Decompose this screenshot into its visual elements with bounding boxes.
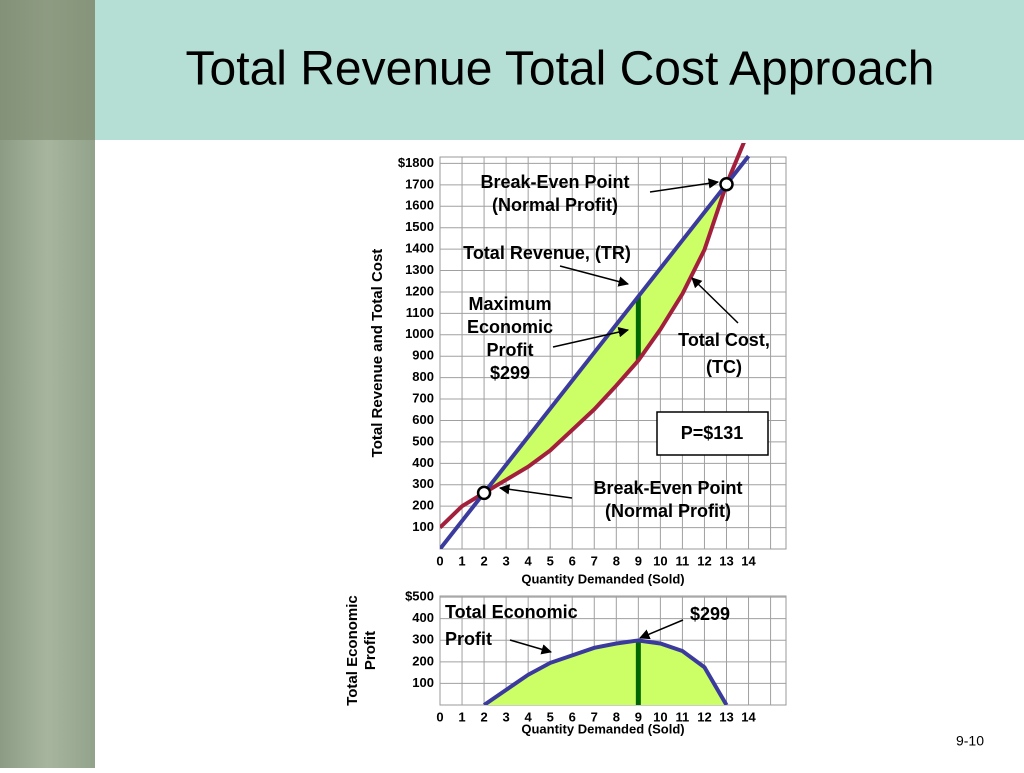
x-tick-label: 7 xyxy=(591,553,598,568)
y-axis-label: Total Revenue and Total Cost xyxy=(369,249,386,458)
annotation-arrow xyxy=(649,178,720,193)
y-axis-label: Total Economic xyxy=(344,595,361,706)
y-tick-label: 100 xyxy=(412,519,434,534)
x-tick-label: 3 xyxy=(502,553,509,568)
x-tick-label: 1 xyxy=(458,553,465,568)
y-tick-label: 200 xyxy=(412,498,434,513)
series-line xyxy=(440,154,751,549)
y-tick-label: 400 xyxy=(412,610,434,625)
annotation-arrow xyxy=(509,639,553,655)
x-tick-label: 5 xyxy=(547,709,554,724)
y-tick-label: 1000 xyxy=(405,326,434,341)
x-tick-label: 12 xyxy=(697,553,711,568)
annotation-arrow xyxy=(691,277,739,324)
y-tick-label: 1200 xyxy=(405,283,434,298)
y-tick-label: 1700 xyxy=(405,176,434,191)
y-tick-label: 100 xyxy=(412,675,434,690)
annotation-text: $299 xyxy=(690,604,730,624)
x-tick-label: 12 xyxy=(697,709,711,724)
x-tick-label: 13 xyxy=(719,709,733,724)
annotation-arrow xyxy=(552,326,630,348)
y-tick-label: 300 xyxy=(412,632,434,647)
y-tick-label: 900 xyxy=(412,348,434,363)
annotation-arrow xyxy=(559,265,630,287)
x-tick-label: 6 xyxy=(569,709,576,724)
x-tick-label: 9 xyxy=(635,553,642,568)
series-line xyxy=(482,638,729,705)
annotation-text: Profit xyxy=(445,629,492,649)
annotation-text: (Normal Profit) xyxy=(492,195,618,215)
annotation-text: Economic xyxy=(467,317,553,337)
x-tick-label: 7 xyxy=(591,709,598,724)
x-tick-label: 2 xyxy=(480,709,487,724)
y-tick-label: $500 xyxy=(405,589,434,604)
x-tick-label: 11 xyxy=(676,553,690,568)
break-even-point xyxy=(476,485,492,501)
annotation-text: Break-Even Point xyxy=(480,172,629,192)
x-tick-label: 3 xyxy=(502,709,509,724)
break-even-point xyxy=(719,176,734,192)
x-tick-label: 6 xyxy=(569,553,576,568)
y-tick-label: 1500 xyxy=(405,219,434,234)
plot-layer xyxy=(482,638,729,705)
x-tick-label: 1 xyxy=(458,709,465,724)
y-tick-label: $1800 xyxy=(398,155,434,170)
slide-title: Total Revenue Total Cost Approach xyxy=(186,43,935,96)
y-tick-label: 1400 xyxy=(405,241,434,256)
annotation-arrow xyxy=(639,619,684,640)
x-tick-label: 14 xyxy=(741,709,756,724)
y-tick-label: 700 xyxy=(412,390,434,405)
y-tick-label: 800 xyxy=(412,369,434,384)
y-tick-label: 1100 xyxy=(406,305,434,320)
x-axis-label: Quantity Demanded (Sold) xyxy=(521,721,684,736)
x-tick-label: 8 xyxy=(613,553,620,568)
annotation-text: (TC) xyxy=(706,357,742,377)
x-tick-label: 14 xyxy=(741,553,756,568)
annotation-text: P=$131 xyxy=(681,423,744,443)
plot-layer xyxy=(440,143,751,549)
annotation-text: Total Cost, xyxy=(678,330,770,350)
x-tick-label: 10 xyxy=(653,709,667,724)
x-tick-label: 2 xyxy=(480,553,487,568)
annotation-text: Profit xyxy=(487,340,534,360)
header-band xyxy=(95,0,1024,140)
y-tick-label: 200 xyxy=(412,653,434,668)
x-tick-label: 11 xyxy=(676,709,690,724)
x-tick-label: 9 xyxy=(635,709,642,724)
annotation-box xyxy=(656,411,769,456)
y-tick-label: 1600 xyxy=(405,198,434,213)
annotation-arrow xyxy=(498,484,573,499)
y-tick-label: 500 xyxy=(412,433,434,448)
annotation-text: Break-Even Point xyxy=(593,478,742,498)
annotation-text: $299 xyxy=(490,363,530,383)
x-axis-label: Quantity Demanded (Sold) xyxy=(521,571,684,586)
y-tick-label: 1300 xyxy=(405,262,434,277)
x-tick-label: 0 xyxy=(436,709,443,724)
x-tick-label: 5 xyxy=(547,553,554,568)
y-tick-label: 400 xyxy=(412,455,434,470)
annotation-text: Maximum xyxy=(468,294,551,314)
page-number: 9-10 xyxy=(956,733,984,749)
side-decoration xyxy=(0,0,95,140)
x-tick-label: 8 xyxy=(613,709,620,724)
x-tick-label: 13 xyxy=(719,553,733,568)
annotation-text: (Normal Profit) xyxy=(605,501,731,521)
annotation-text: Total Economic xyxy=(445,602,578,622)
profit-area xyxy=(484,640,727,705)
y-tick-label: 600 xyxy=(412,412,434,427)
annotation-text: Total Revenue, (TR) xyxy=(463,243,631,263)
y-axis-label: Profit xyxy=(362,631,379,670)
x-tick-label: 4 xyxy=(525,553,533,568)
x-tick-label: 4 xyxy=(525,709,533,724)
x-tick-label: 10 xyxy=(653,553,667,568)
y-tick-label: 300 xyxy=(412,476,434,491)
series-line xyxy=(440,143,746,530)
x-tick-label: 0 xyxy=(436,553,443,568)
